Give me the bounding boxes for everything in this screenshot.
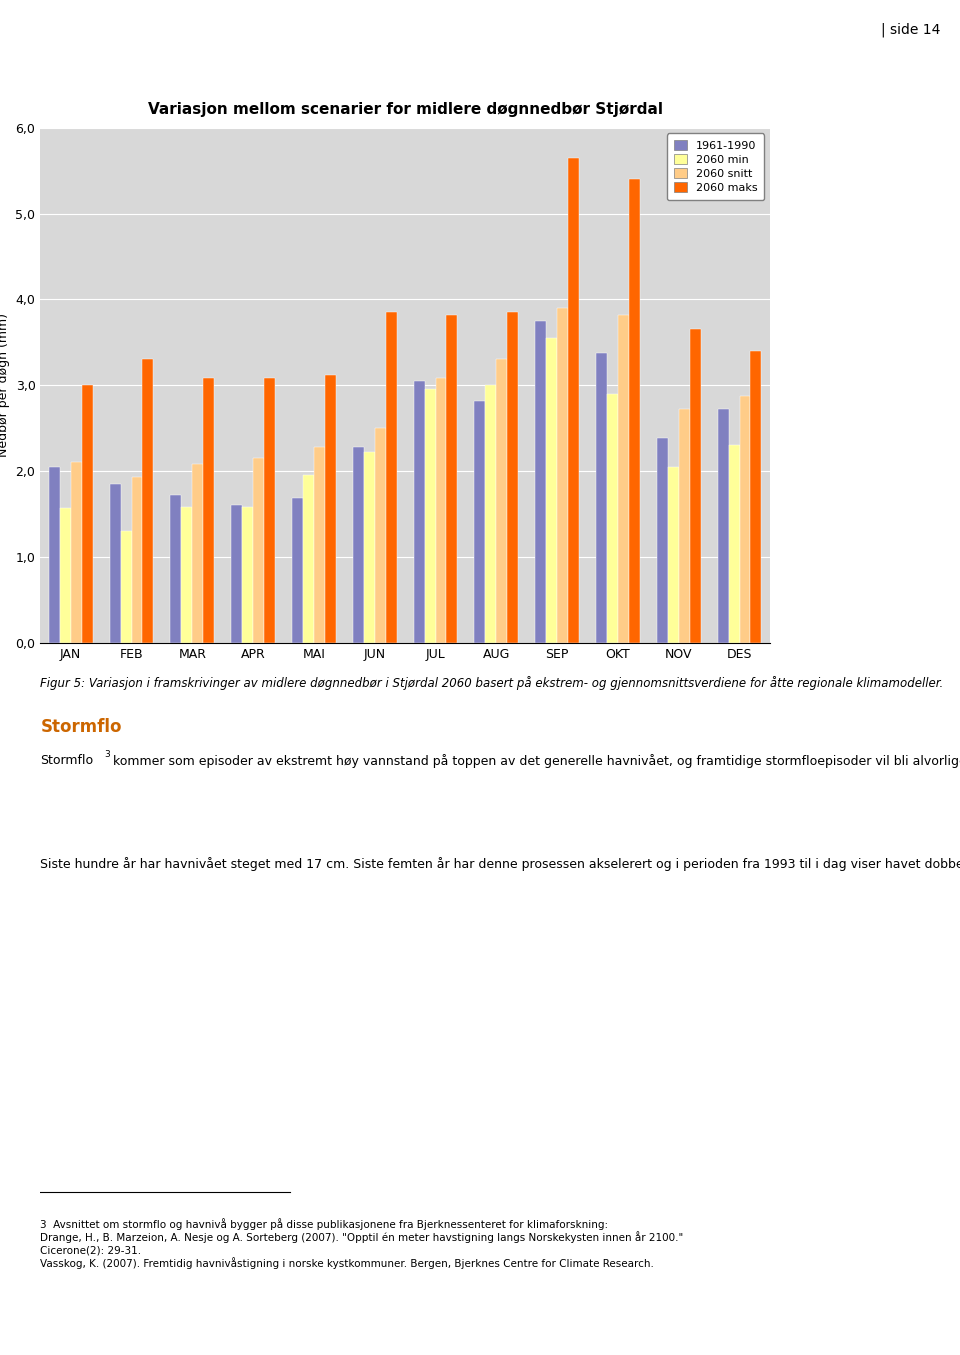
Bar (607, 394, 618, 642)
Text: 3: 3 (105, 751, 110, 759)
Bar (679, 409, 689, 642)
Text: Stormflo: Stormflo (40, 718, 122, 736)
Bar (264, 378, 275, 642)
Bar (618, 314, 629, 642)
Text: Stormflo: Stormflo (40, 753, 93, 767)
Bar (414, 381, 424, 642)
Bar (474, 401, 486, 642)
Bar (253, 458, 264, 642)
Bar (192, 465, 204, 642)
Text: VESTLANDSFORSKING: VESTLANDSFORSKING (19, 18, 331, 42)
Bar (181, 507, 192, 642)
Y-axis label: Nedbør per døgn (mm): Nedbør per døgn (mm) (0, 313, 10, 457)
Text: 3  Avsnittet om stormflo og havnivå bygger på disse publikasjonene fra Bjerkness: 3 Avsnittet om stormflo og havnivå bygge… (40, 1218, 684, 1268)
Bar (142, 359, 154, 642)
Bar (132, 477, 142, 642)
Bar (486, 385, 496, 642)
Bar (353, 447, 364, 642)
Bar (436, 378, 446, 642)
Bar (231, 505, 242, 642)
Bar (568, 157, 579, 642)
Bar (557, 308, 568, 642)
Bar (292, 499, 303, 642)
Bar (657, 439, 668, 642)
Bar (386, 312, 396, 642)
Bar (629, 179, 639, 642)
Bar (718, 409, 729, 642)
Text: kommer som episoder av ekstremt høy vannstand på toppen av det generelle havnivå: kommer som episoder av ekstremt høy vann… (109, 753, 960, 767)
Bar (668, 466, 679, 642)
Bar (424, 389, 436, 642)
Text: Siste hundre år har havnivået steget med 17 cm. Siste femten år har denne proses: Siste hundre år har havnivået steget med… (40, 856, 960, 871)
Bar (507, 312, 518, 642)
Bar (60, 508, 71, 642)
Bar (546, 337, 557, 642)
Bar (496, 359, 507, 642)
Bar (446, 314, 457, 642)
Text: | side 14: | side 14 (881, 23, 941, 37)
Bar (82, 385, 92, 642)
Bar (536, 321, 546, 642)
Bar (71, 462, 82, 642)
Bar (109, 484, 121, 642)
Bar (751, 351, 761, 642)
Text: Figur 5: Variasjon i framskrivinger av midlere døgnnedbør i Stjørdal 2060 basert: Figur 5: Variasjon i framskrivinger av m… (40, 676, 944, 690)
Legend: 1961-1990, 2060 min, 2060 snitt, 2060 maks: 1961-1990, 2060 min, 2060 snitt, 2060 ma… (667, 133, 764, 199)
Bar (121, 531, 132, 642)
Bar (242, 507, 253, 642)
Bar (739, 397, 751, 642)
Bar (729, 446, 739, 642)
Bar (314, 447, 324, 642)
Bar (364, 453, 374, 642)
Bar (204, 378, 214, 642)
Bar (324, 375, 336, 642)
Bar (374, 428, 386, 642)
Bar (596, 352, 607, 642)
Bar (303, 476, 314, 642)
Bar (49, 466, 60, 642)
Bar (689, 329, 701, 642)
Title: Variasjon mellom scenarier for midlere døgnnedbør Stjørdal: Variasjon mellom scenarier for midlere d… (148, 102, 662, 117)
Bar (171, 495, 181, 642)
